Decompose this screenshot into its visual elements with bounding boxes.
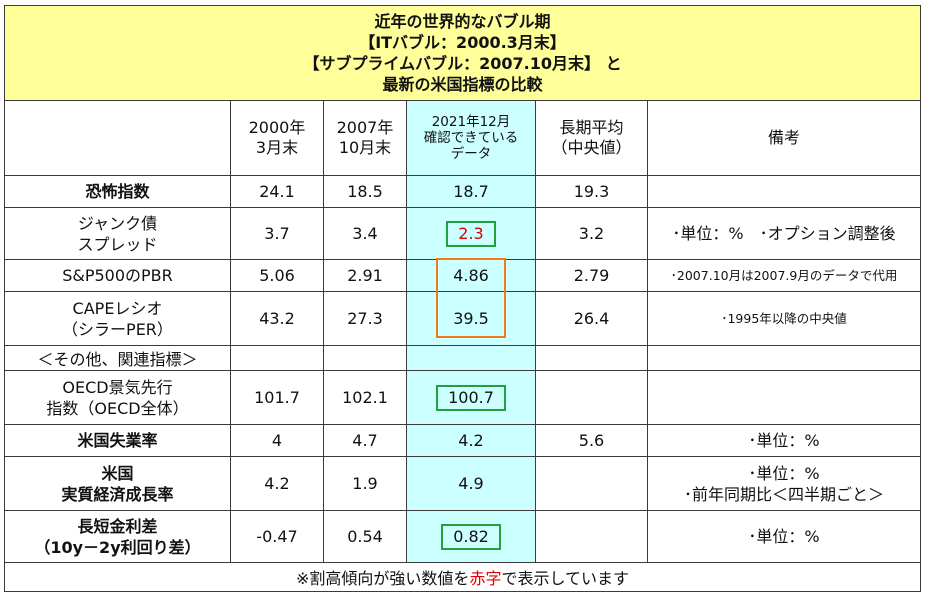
cell-note: ･1995年以降の中央値 [646, 291, 922, 346]
empty-cell [230, 345, 324, 371]
highlight-box-green: 0.82 [441, 523, 501, 550]
cell-2000: 4.2 [230, 456, 324, 511]
title-line-4: 最新の米国指標の比較 [382, 75, 543, 94]
cell-average: 19.3 [535, 175, 648, 208]
table-row: 恐怖指数 24.1 18.5 18.7 19.3 [4, 175, 922, 208]
subheader-related-indicators: ＜その他、関連指標＞ [4, 345, 231, 371]
table-row: CAPEレシオ （シラーPER） 43.2 27.3 39.5 26.4 ･199… [4, 291, 922, 346]
table-row: ジャンク債 スプレッド 3.7 3.4 2.3 3.2 ･単位：% ･オプション調… [4, 207, 922, 260]
cell-average: 26.4 [535, 291, 648, 346]
cell-average [535, 370, 648, 425]
cell-2007: 102.1 [323, 370, 407, 425]
row-label-unemployment: 米国失業率 [4, 424, 231, 457]
footer-red-word: 赤字 [469, 569, 502, 588]
highlight-box-green: 2.3 [446, 220, 496, 247]
cell-2007: 27.3 [323, 291, 407, 346]
empty-cell [535, 345, 648, 371]
cell-2000: 43.2 [230, 291, 324, 346]
table-row: S&P500のPBR 5.06 2.91 4.86 2.79 ･2007.10月… [4, 259, 922, 292]
cell-average [535, 456, 648, 511]
row-label-yield-spread: 長短金利差 （10y－2y利回り差） [4, 510, 231, 563]
cell-2000: -0.47 [230, 510, 324, 563]
title-line-1: 近年の世界的なバブル期 [374, 12, 551, 31]
table-title: 近年の世界的なバブル期 【ITバブル：2000.3月末】 【サブプライムバブル：… [3, 5, 922, 101]
cell-average [535, 510, 648, 563]
cell-2007: 3.4 [323, 207, 407, 260]
header-long-term-average: 長期平均 （中央値） [535, 100, 648, 176]
table-row: OECD景気先行 指数（OECD全体） 101.7 102.1 100.7 [4, 370, 922, 425]
cell-2021: 0.82 [406, 510, 536, 563]
cell-2007: 0.54 [323, 510, 407, 563]
footer-note: ※割高傾向が強い数値を赤字で表示しています [3, 562, 922, 592]
row-label-vix: 恐怖指数 [4, 175, 231, 208]
cell-2007: 4.7 [323, 424, 407, 457]
cell-2021: 4.86 [406, 259, 536, 292]
row-label-gdp-growth: 米国 実質経済成長率 [4, 456, 231, 511]
cell-note: ･単位：% ･前年同期比＜四半期ごと＞ [646, 456, 922, 511]
highlight-box-green: 100.7 [436, 384, 506, 411]
cell-average: 5.6 [535, 424, 648, 457]
empty-cell [323, 345, 407, 371]
table-row: 米国失業率 4 4.7 4.2 5.6 ･単位：% [4, 424, 922, 457]
cell-2007: 2.91 [323, 259, 407, 292]
header-row: 2000年 3月末 2007年 10月末 2021年12月 確認できている データ 長期… [4, 100, 922, 176]
cell-2000: 3.7 [230, 207, 324, 260]
header-2000: 2000年 3月末 [230, 100, 324, 176]
cell-note [646, 175, 922, 208]
row-label-junk-spread: ジャンク債 スプレッド [4, 207, 231, 260]
cell-2000: 4 [230, 424, 324, 457]
row-label-cape: CAPEレシオ （シラーPER） [4, 291, 231, 346]
header-blank [4, 100, 231, 176]
cell-note: ･2007.10月は2007.9月のデータで代用 [646, 259, 922, 292]
subheader-row: ＜その他、関連指標＞ [4, 345, 922, 371]
cell-2021: 4.9 [406, 456, 536, 511]
cell-2000: 24.1 [230, 175, 324, 208]
cell-note: ･単位：% ･オプション調整後 [646, 207, 922, 260]
row-label-oecd: OECD景気先行 指数（OECD全体） [4, 370, 231, 425]
cell-2007: 1.9 [323, 456, 407, 511]
cell-2021: 4.2 [406, 424, 536, 457]
cell-2007: 18.5 [323, 175, 407, 208]
cell-average: 2.79 [535, 259, 648, 292]
table-row: 長短金利差 （10y－2y利回り差） -0.47 0.54 0.82 ･単位：% [4, 510, 922, 563]
header-2021: 2021年12月 確認できている データ [406, 100, 536, 176]
row-label-pbr: S&P500のPBR [4, 259, 231, 292]
header-2007: 2007年 10月末 [323, 100, 407, 176]
comparison-table: 近年の世界的なバブル期 【ITバブル：2000.3月末】 【サブプライムバブル：… [3, 5, 922, 592]
header-notes: 備考 [646, 100, 922, 176]
title-line-2: 【ITバブル：2000.3月末】 [359, 33, 566, 52]
cell-note: ･単位：% [646, 424, 922, 457]
cell-2021: 100.7 [406, 370, 536, 425]
cell-average: 3.2 [535, 207, 648, 260]
empty-cell [406, 345, 536, 371]
title-line-3: 【サブプライムバブル：2007.10月末】 と [303, 54, 622, 73]
cell-2000: 101.7 [230, 370, 324, 425]
cell-2021: 2.3 [406, 207, 536, 260]
cell-note: ･単位：% [646, 510, 922, 563]
cell-2021: 18.7 [406, 175, 536, 208]
table-row: 米国 実質経済成長率 4.2 1.9 4.9 ･単位：% ･前年同期比＜四半期ごと＞ [4, 456, 922, 511]
cell-note [646, 370, 922, 425]
cell-2021: 39.5 [406, 291, 536, 346]
footer-row: ※割高傾向が強い数値を赤字で表示しています [3, 562, 922, 592]
empty-cell [646, 345, 922, 371]
cell-2000: 5.06 [230, 259, 324, 292]
